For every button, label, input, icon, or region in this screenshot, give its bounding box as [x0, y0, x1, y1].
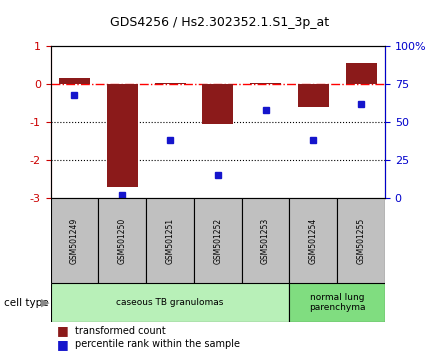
Bar [194, 198, 242, 283]
Text: GSM501249: GSM501249 [70, 218, 79, 264]
Text: GSM501252: GSM501252 [213, 218, 222, 264]
Bar [345, 63, 377, 84]
Text: cell type: cell type [4, 298, 49, 308]
Text: transformed count: transformed count [75, 326, 165, 336]
Text: ■: ■ [57, 338, 69, 350]
Bar [59, 78, 90, 84]
Text: GSM501251: GSM501251 [165, 218, 175, 264]
Bar [51, 198, 99, 283]
Text: GSM501254: GSM501254 [309, 218, 318, 264]
Bar [242, 198, 290, 283]
Bar [99, 198, 146, 283]
Text: GSM501253: GSM501253 [261, 218, 270, 264]
Text: GSM501250: GSM501250 [118, 218, 127, 264]
Text: percentile rank within the sample: percentile rank within the sample [75, 339, 240, 349]
Bar [202, 84, 233, 124]
Text: GDS4256 / Hs2.302352.1.S1_3p_at: GDS4256 / Hs2.302352.1.S1_3p_at [110, 16, 330, 29]
Bar [298, 84, 329, 107]
Bar [107, 84, 138, 187]
Text: caseous TB granulomas: caseous TB granulomas [116, 298, 224, 307]
Bar [337, 198, 385, 283]
Bar [51, 283, 290, 322]
Bar [290, 283, 385, 322]
Text: ▶: ▶ [40, 298, 49, 308]
Bar [146, 198, 194, 283]
Text: GSM501255: GSM501255 [356, 218, 366, 264]
Bar [290, 198, 337, 283]
Bar [250, 83, 281, 84]
Text: normal lung
parenchyma: normal lung parenchyma [309, 293, 366, 312]
Text: ■: ■ [57, 325, 69, 337]
Bar [154, 83, 186, 84]
